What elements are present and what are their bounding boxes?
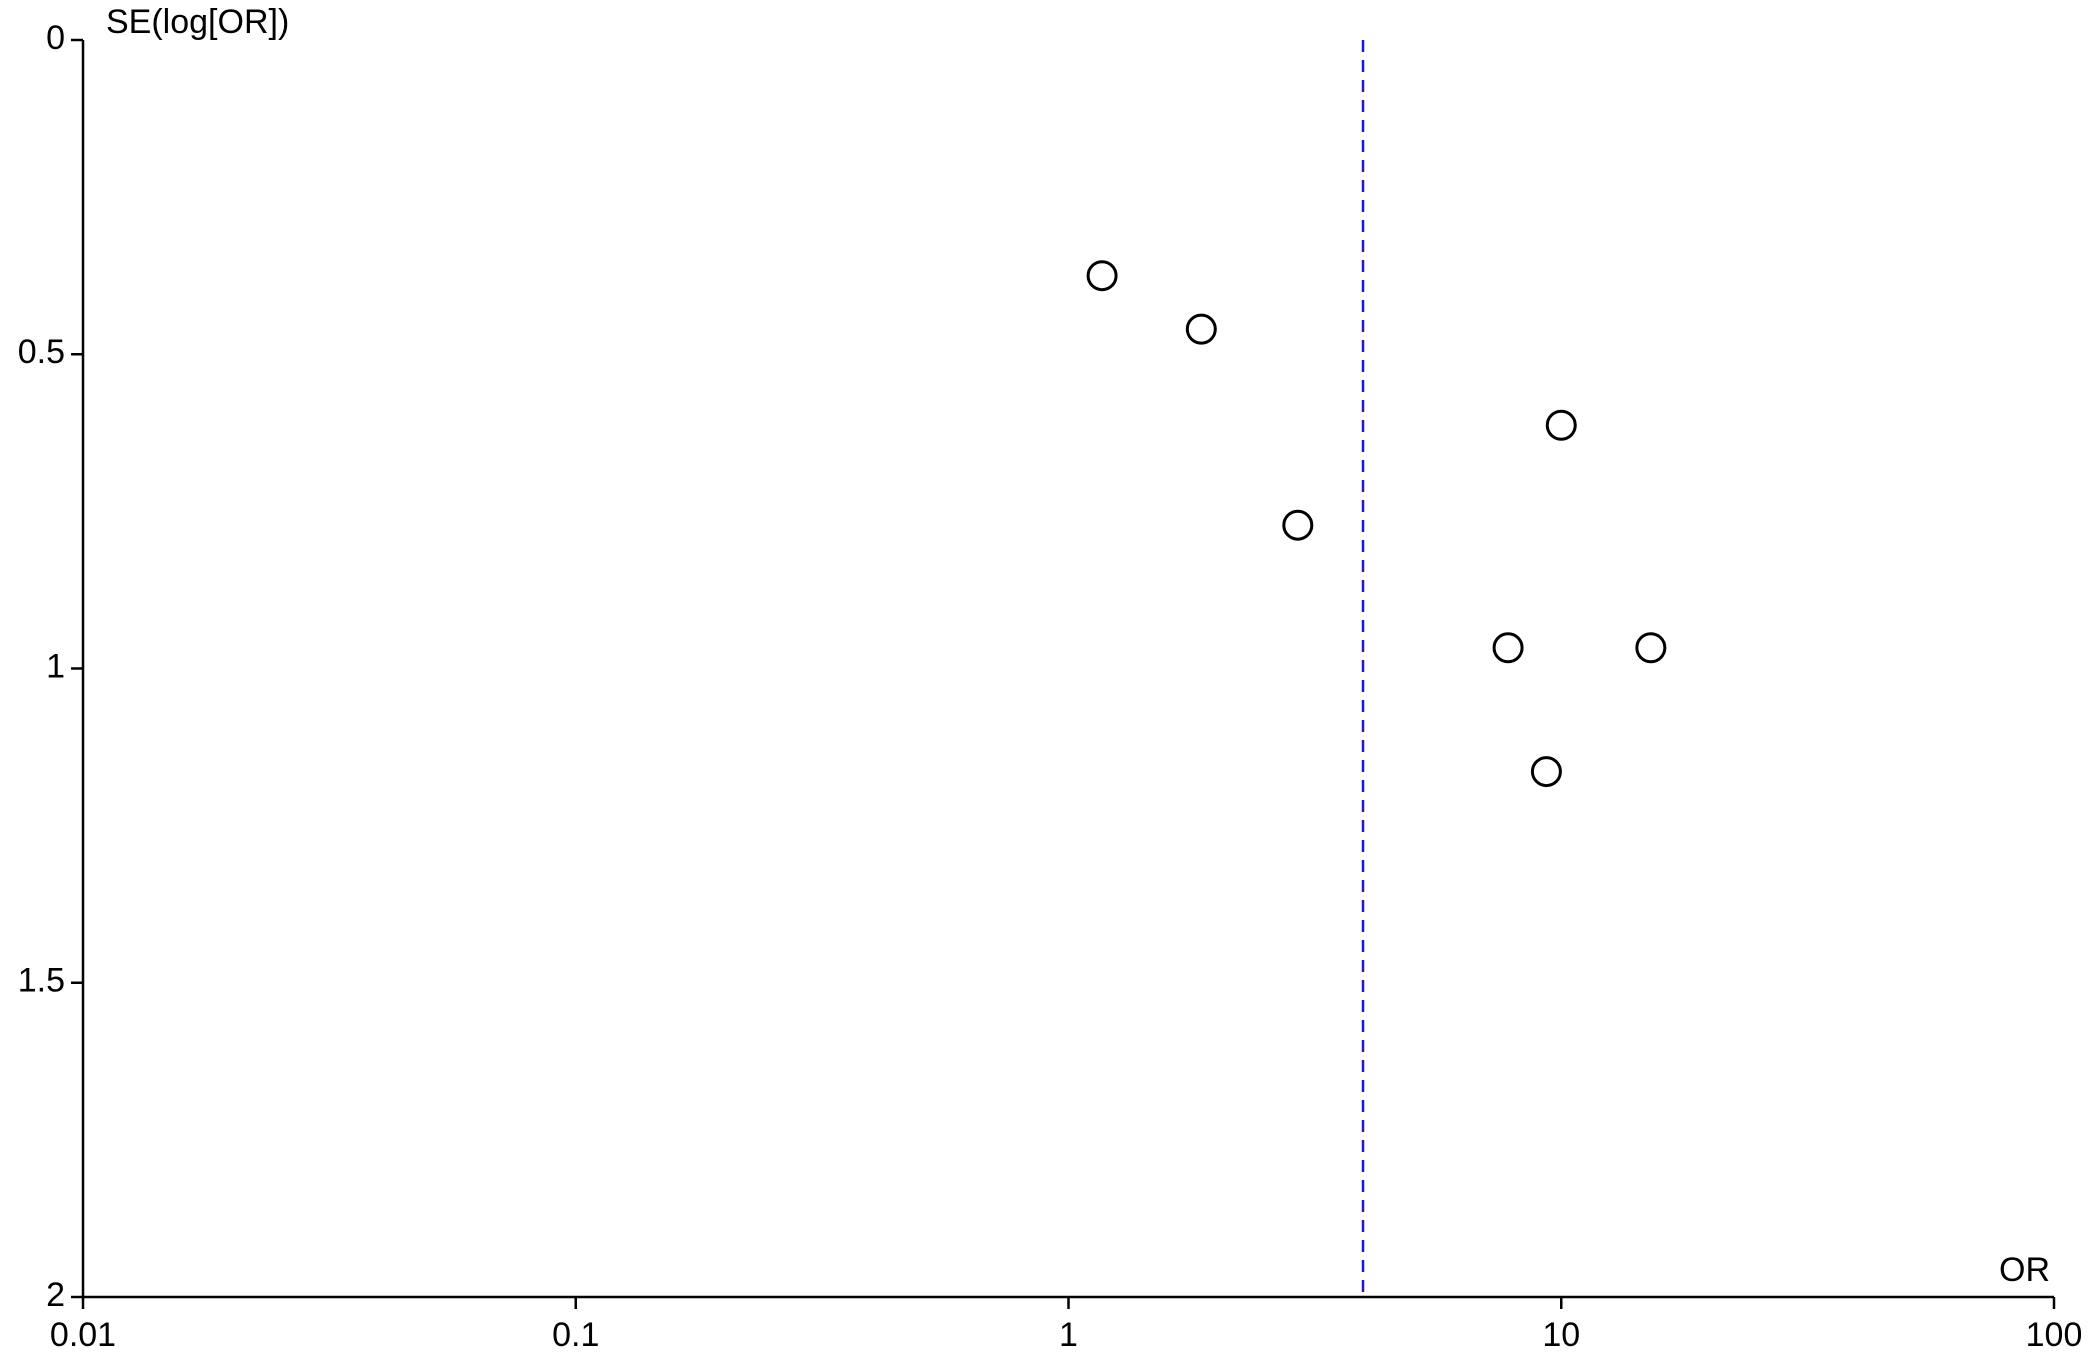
- point: [1185, 313, 1217, 345]
- x-axis-label: OR: [1999, 1251, 2050, 1289]
- y-axis-label: SE(log[OR]): [106, 3, 289, 41]
- x-tick-label: 1: [1059, 1316, 1078, 1354]
- y-tick-label: 1.5: [18, 962, 65, 1000]
- point: [1086, 260, 1118, 292]
- x-tick-label: 100: [2026, 1316, 2083, 1354]
- point: [1530, 756, 1562, 788]
- x-tick-label: 10: [1542, 1316, 1580, 1354]
- y-tick-label: 2: [46, 1276, 65, 1314]
- point: [1545, 409, 1577, 441]
- point: [1282, 509, 1314, 541]
- point: [1635, 632, 1667, 664]
- y-tick-label: 1: [46, 647, 65, 685]
- y-tick-label: 0: [46, 19, 65, 57]
- x-tick-label: 0.1: [552, 1316, 599, 1354]
- x-tick-label: 0.01: [50, 1316, 116, 1354]
- point: [1492, 632, 1524, 664]
- y-tick-label: 0.5: [18, 333, 65, 371]
